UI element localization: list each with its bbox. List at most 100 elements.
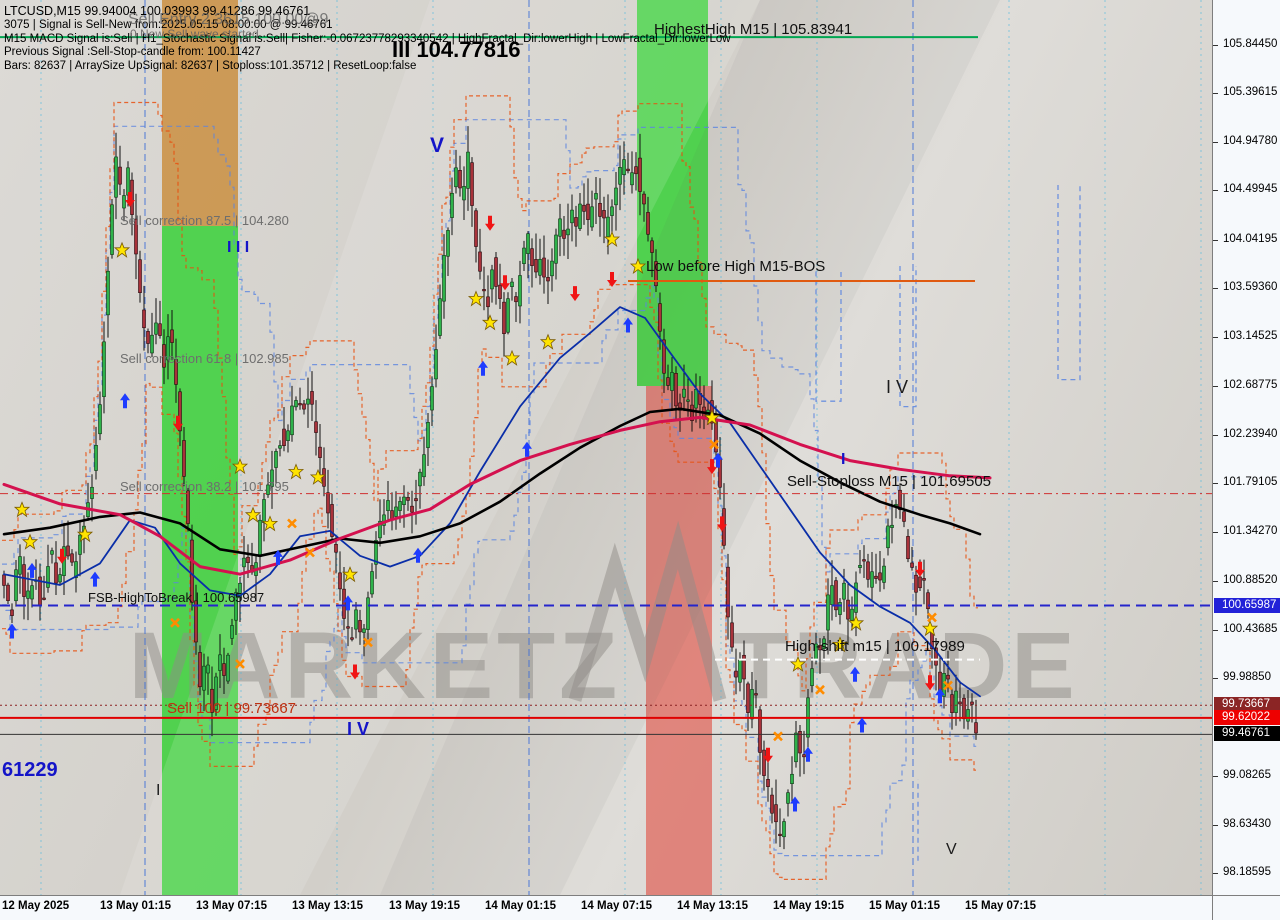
price-tick: 102.68775 — [1213, 379, 1277, 391]
candle-body — [950, 694, 954, 714]
candle-body — [522, 247, 526, 264]
up-arrow-marker — [850, 666, 860, 682]
ma-line — [3, 306, 981, 698]
candle-body — [770, 794, 774, 814]
candle-body — [666, 377, 670, 386]
star-marker — [789, 655, 807, 672]
down-arrow-marker — [350, 664, 360, 680]
time-label: 15 May 07:15 — [965, 900, 1036, 912]
candle-body — [586, 203, 590, 220]
star-marker — [467, 290, 485, 307]
candle-body — [414, 498, 418, 502]
candle-body — [258, 519, 262, 557]
candle-body — [90, 486, 94, 499]
price-axis[interactable]: 105.84450 105.39615 104.94780 104.49945 104.… — [1212, 0, 1280, 895]
channel-line — [2, 285, 978, 857]
candle-body — [358, 620, 362, 633]
candle-body — [362, 628, 366, 633]
candle-body — [862, 559, 866, 562]
candle-body — [234, 592, 238, 621]
price-badge: 99.46761 — [1214, 726, 1280, 742]
price-tick: 100.43685 — [1213, 623, 1277, 635]
candle-body — [150, 334, 154, 354]
candle-body — [322, 468, 326, 487]
candle-body — [238, 582, 242, 599]
candle-body — [366, 597, 370, 630]
candle-body — [26, 590, 30, 599]
chart-area[interactable]: MARKETZ TRADE LTCUSD,M15 99.94004 100.039… — [0, 0, 1212, 895]
candle-body — [210, 688, 214, 713]
candle-body — [614, 187, 618, 206]
down-arrow-marker — [57, 548, 67, 564]
down-arrow-marker — [500, 275, 510, 291]
candle-body — [750, 689, 754, 720]
candle-body — [22, 564, 26, 597]
time-label: 12 May 2025 — [2, 900, 70, 912]
candle-body — [482, 289, 486, 292]
down-arrow-marker — [925, 675, 935, 691]
candle-body — [678, 402, 682, 411]
price-tick: 105.39615 — [1213, 86, 1277, 98]
candle-body — [766, 779, 770, 787]
candle-body — [230, 625, 234, 639]
axis-corner — [1212, 895, 1280, 920]
candle-body — [974, 722, 978, 734]
candle-body — [70, 553, 74, 563]
star-marker — [113, 241, 131, 258]
star-marker — [481, 314, 499, 331]
candle-body — [14, 569, 18, 602]
x-marker — [363, 637, 373, 648]
candle-body — [394, 506, 398, 517]
star-marker — [261, 515, 279, 532]
watermark-logo — [568, 520, 727, 702]
candle-body — [422, 454, 426, 478]
candle-body — [486, 296, 490, 308]
down-arrow-marker — [125, 192, 135, 207]
candle-body — [562, 229, 566, 239]
candle-body — [810, 668, 814, 686]
price-tick: 100.88520 — [1213, 574, 1277, 586]
candle-body — [546, 277, 550, 282]
down-arrow-marker — [915, 561, 925, 577]
candle-body — [338, 572, 342, 590]
star-marker — [921, 620, 939, 637]
candle-body — [314, 421, 318, 433]
candle-body — [774, 804, 778, 823]
candle-body — [122, 195, 126, 209]
chart-canvas[interactable]: MARKETZ TRADE — [0, 0, 1212, 895]
ma-line — [2, 407, 982, 558]
candle-body — [446, 230, 450, 257]
x-marker — [235, 658, 245, 669]
candle-body — [558, 218, 562, 237]
time-label: 13 May 07:15 — [196, 900, 267, 912]
candle-body — [302, 403, 306, 410]
candle-body — [170, 329, 174, 343]
candle-body — [730, 622, 734, 648]
up-arrow-marker — [120, 393, 130, 409]
time-label: 15 May 01:15 — [869, 900, 940, 912]
candle-body — [218, 654, 222, 671]
candle-body — [530, 248, 534, 266]
price-tick: 101.79105 — [1213, 476, 1277, 488]
candle-body — [370, 571, 374, 595]
candle-body — [890, 524, 894, 528]
candle-body — [214, 676, 218, 710]
candle-body — [594, 193, 598, 200]
up-arrow-marker — [935, 688, 945, 704]
candle-body — [830, 585, 834, 605]
candle-body — [246, 556, 250, 564]
candle-body — [886, 525, 890, 549]
candle-body — [78, 534, 82, 555]
candle-body — [102, 341, 106, 397]
candle-body — [726, 566, 730, 618]
candle-body — [142, 309, 146, 329]
candle-body — [846, 599, 850, 620]
candle-body — [494, 257, 498, 287]
x-marker — [170, 617, 180, 628]
candle-body — [118, 166, 122, 185]
candle-body — [274, 451, 278, 468]
candle-body — [10, 609, 14, 616]
price-tick: 98.63430 — [1213, 818, 1271, 830]
time-axis[interactable]: 12 May 2025 13 May 01:15 13 May 07:15 13 Ma… — [0, 895, 1212, 920]
down-arrow-marker — [173, 415, 183, 431]
